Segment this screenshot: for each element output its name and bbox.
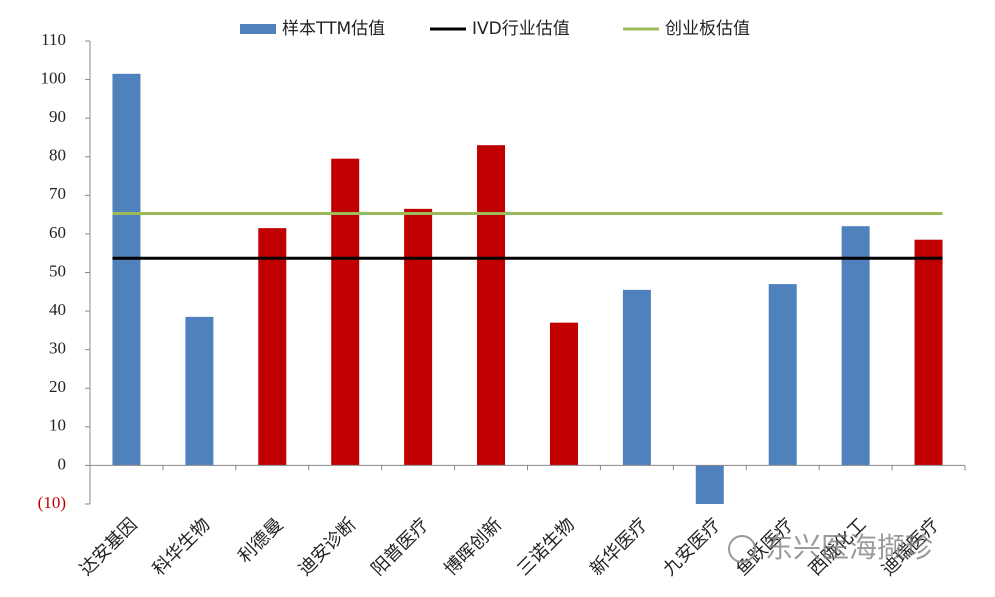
bar (477, 145, 506, 466)
x-tick-label: 九安医疗 (659, 514, 725, 580)
x-tick-label: 达安基因 (76, 514, 142, 580)
x-tick-label: 阳普医疗 (367, 514, 433, 580)
y-tick-label: 60 (49, 223, 66, 242)
legend-label: 创业板估值 (665, 19, 750, 39)
legend-label: IVD行业估值 (472, 19, 570, 39)
legend-swatch (240, 24, 276, 34)
watermark: 东兴医海撷珍 (765, 531, 933, 564)
y-tick-label: 100 (41, 68, 67, 87)
y-tick-label: (10) (38, 493, 66, 512)
legend-label: 样本TTM估值 (282, 19, 385, 39)
bar (404, 208, 433, 466)
y-tick-label: 70 (49, 184, 66, 203)
x-tick-label: 三诺生物 (513, 514, 579, 580)
y-tick-label: 30 (49, 339, 66, 358)
y-tick-label: 50 (49, 261, 66, 280)
bar (258, 228, 287, 466)
y-tick-label: 10 (49, 416, 66, 435)
y-tick-label: 80 (49, 146, 66, 165)
y-tick-label: 110 (41, 30, 66, 49)
bar (112, 73, 141, 466)
bar (841, 226, 870, 466)
x-tick-label: 新华医疗 (586, 514, 652, 580)
y-tick-label: 20 (49, 377, 66, 396)
y-tick-label: 90 (49, 107, 66, 126)
bar (768, 284, 797, 466)
x-tick-label: 利德曼 (234, 514, 287, 567)
bar (622, 289, 651, 466)
bar (185, 316, 214, 466)
bar (331, 158, 360, 466)
y-tick-label: 0 (58, 454, 67, 473)
bar (695, 465, 724, 504)
bar (914, 239, 943, 466)
x-tick-label: 科华生物 (149, 514, 215, 580)
x-tick-label: 博晖创新 (440, 514, 506, 580)
watermark-icon (728, 535, 756, 563)
x-tick-label: 迪安诊断 (295, 514, 361, 580)
bar (549, 322, 578, 466)
y-tick-label: 40 (49, 300, 66, 319)
